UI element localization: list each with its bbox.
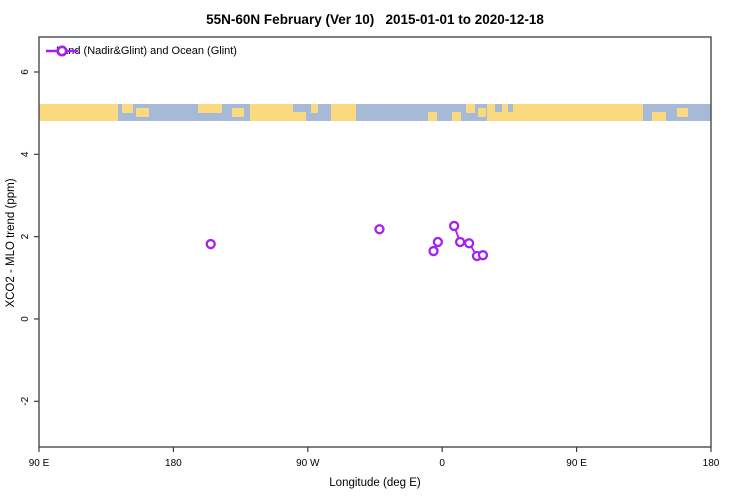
x-axis-tick-label: 90 W [296,458,320,469]
map-strip-island [311,104,318,113]
data-point [205,238,216,250]
y-axis-tick-label: 0 [20,316,31,322]
map-strip-island [122,104,133,113]
y-axis-tick-label: 4 [20,151,31,157]
map-strip-island [452,112,461,121]
chart-title: 55N-60N February (Ver 10) 2015-01-01 to … [206,12,544,27]
y-axis-tick-label: -2 [20,396,31,405]
legend-label: Land (Nadir&Glint) and Ocean (Glint) [56,45,237,57]
map-strip-land-segment [250,104,306,121]
x-axis-tick-label: 90 E [566,458,587,469]
map-strip-island [677,108,688,117]
map-strip-lake [495,104,502,112]
data-point [463,238,475,249]
y-axis-tick-label: 2 [20,233,31,239]
map-strip-lake [508,104,513,112]
map-strip-island [466,104,475,113]
y-axis-tick-label: 6 [20,69,31,75]
data-point [454,236,466,248]
map-strip-land-segment [331,104,356,121]
map-strip-land-segment [39,104,118,121]
map-strip-lake [293,104,306,112]
map-strip-island [478,108,486,117]
data-point [448,220,460,232]
legend-marker-icon [46,45,78,57]
data-point [428,245,439,257]
map-strip-ocean-segment [306,104,331,121]
map-strip-land-segment [487,104,643,121]
map-strip-island [652,112,666,121]
x-axis-tick-label: 180 [703,458,720,469]
plot-frame [38,36,712,448]
data-point [477,250,489,261]
y-axis-label: XCO2 - MLO trend (ppm) [5,178,17,308]
map-strip-island [232,108,244,117]
data-point [432,236,444,248]
x-axis-tick-label: 180 [165,458,182,469]
legend: Land (Nadir&Glint) and Ocean (Glint) [45,44,237,58]
legend-circle [56,45,68,57]
data-point [374,224,385,235]
map-strip-island [136,108,149,117]
x-axis-label: Longitude (deg E) [329,477,421,489]
map-strip-island [428,112,437,121]
map-strip-island [198,104,222,113]
x-axis-tick-label: 0 [439,458,445,469]
x-axis-tick-label: 90 E [29,458,50,469]
